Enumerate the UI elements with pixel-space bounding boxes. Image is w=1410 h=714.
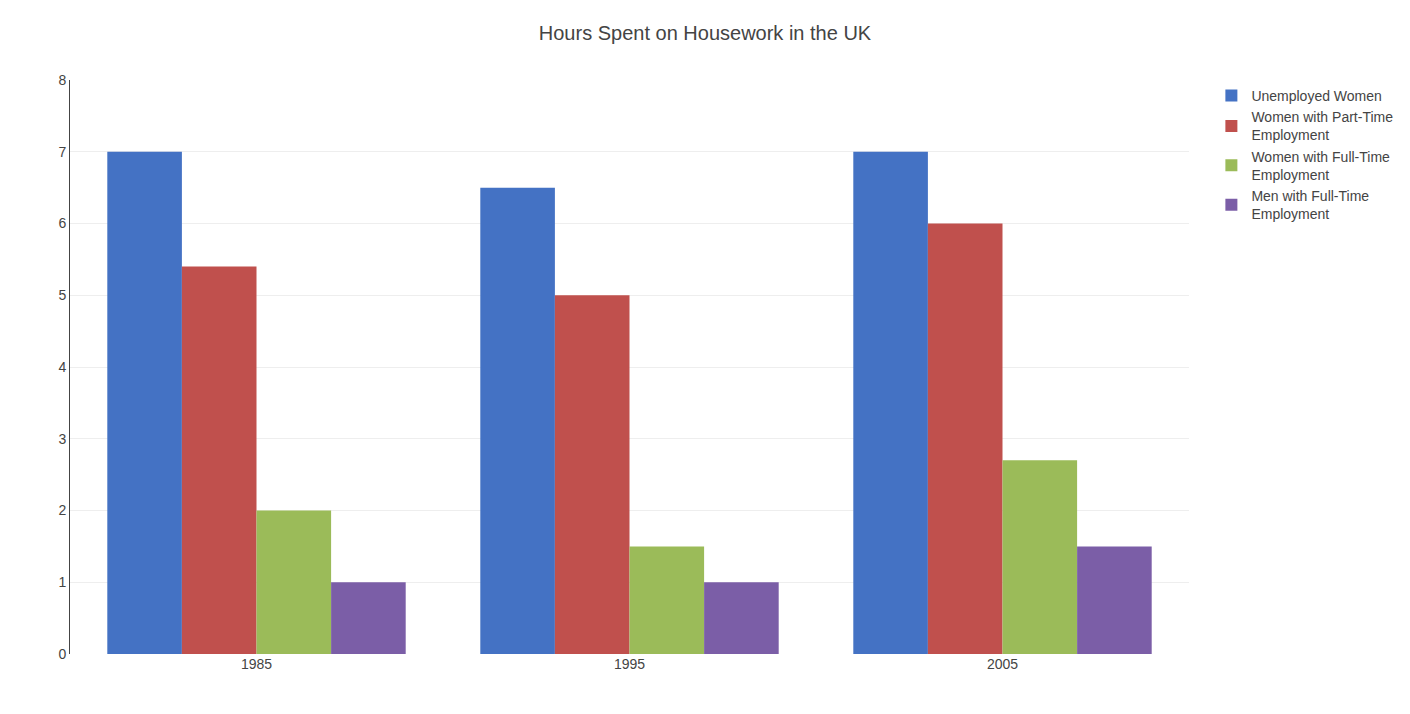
svg-text:1: 1 [58, 574, 66, 590]
svg-text:Women with Full-TimeEmployment: Women with Full-TimeEmployment [1251, 149, 1390, 183]
svg-text:Hours Spent on Housework in th: Hours Spent on Housework in the UK [539, 22, 872, 44]
svg-text:5: 5 [58, 287, 66, 303]
svg-text:6: 6 [58, 215, 66, 231]
svg-text:Unemployed Women: Unemployed Women [1251, 88, 1381, 104]
svg-text:Women with Part-TimeEmployment: Women with Part-TimeEmployment [1251, 109, 1393, 143]
svg-text:2005: 2005 [987, 656, 1018, 672]
svg-text:1995: 1995 [614, 656, 645, 672]
svg-text:8: 8 [58, 72, 66, 88]
svg-text:2: 2 [58, 502, 66, 518]
svg-text:4: 4 [58, 359, 66, 375]
svg-text:1985: 1985 [241, 656, 272, 672]
svg-text:7: 7 [58, 144, 66, 160]
svg-text:0: 0 [58, 646, 66, 662]
svg-text:3: 3 [58, 431, 66, 447]
svg-text:Men with Full-TimeEmployment: Men with Full-TimeEmployment [1251, 188, 1369, 222]
